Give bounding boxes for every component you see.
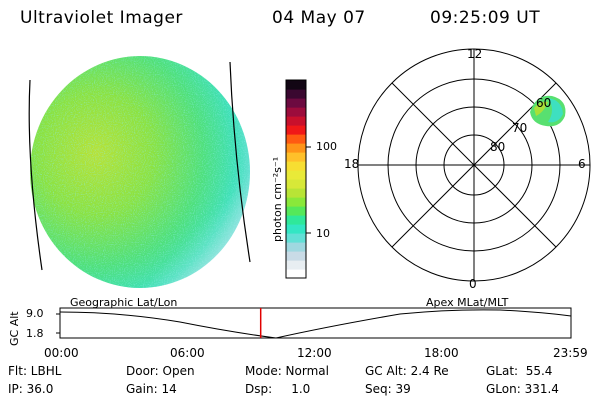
mlat-label-60: 60 xyxy=(536,96,552,110)
colorbar-segment xyxy=(286,134,306,144)
right-boundary-line xyxy=(229,61,251,263)
colorbar-segment xyxy=(286,197,306,207)
instrument-title: Ultraviolet Imager xyxy=(20,8,183,28)
colorbar-segment xyxy=(286,116,306,126)
date-label: 04 May 07 xyxy=(272,8,366,28)
colorbar-segment xyxy=(286,107,306,117)
color-scale-bar xyxy=(286,80,306,279)
status-glat: GLat: 55.4 xyxy=(486,364,553,378)
timeline-xtick-1800: 18:00 xyxy=(424,346,459,360)
colorbar-unit-label: photon cm⁻²s⁻¹ xyxy=(271,156,284,242)
colorbar-label-100: 100 xyxy=(316,140,337,153)
status-gcalt: GC Alt: 2.4 Re xyxy=(365,364,449,378)
colorbar-segment xyxy=(286,260,306,270)
timeline-left-label: Geographic Lat/Lon xyxy=(70,296,178,309)
colorbar-segment xyxy=(286,89,306,99)
status-ip: IP: 36.0 xyxy=(8,382,54,396)
colorbar-segment xyxy=(286,80,306,90)
colorbar-segment xyxy=(286,188,306,198)
left-boundary-line xyxy=(28,79,43,271)
colorbar-segment xyxy=(286,206,306,216)
timeline-ytick-label-9: 9.0 xyxy=(26,307,44,320)
mlat-label-70: 70 xyxy=(512,121,528,135)
colorbar-segment xyxy=(286,224,306,234)
colorbar-segment xyxy=(286,233,306,243)
colorbar-segment xyxy=(286,98,306,108)
colorbar-segment xyxy=(286,152,306,162)
mlat-label-80: 80 xyxy=(490,140,506,154)
mlt-label-12: 12 xyxy=(467,47,483,61)
colorbar-frame xyxy=(285,79,307,279)
timeline-xtick-1200: 12:00 xyxy=(297,346,332,360)
timeline-xtick-0600: 06:00 xyxy=(170,346,205,360)
status-flt: Flt: LBHL xyxy=(8,364,62,378)
timeline-right-label: Apex MLat/MLT xyxy=(426,296,509,309)
mlt-label-6: 6 xyxy=(578,157,586,171)
earth-disk-image xyxy=(28,56,251,288)
colorbar-segment xyxy=(286,143,306,153)
status-dsp: Dsp: 1.0 xyxy=(245,382,311,396)
colorbar-segment xyxy=(286,161,306,171)
colorbar-segment xyxy=(286,170,306,180)
colorbar-segment xyxy=(286,269,306,279)
timeline-ytick-label-1_8: 1.8 xyxy=(26,327,44,340)
polar-plot xyxy=(357,48,591,282)
status-mode: Mode: Normal xyxy=(245,364,329,378)
timeline-xtick-0000: 00:00 xyxy=(44,346,79,360)
colorbar-segment xyxy=(286,179,306,189)
status-door: Door: Open xyxy=(126,364,195,378)
time-label: 09:25:09 UT xyxy=(430,8,541,28)
polar-diagonal-2 xyxy=(391,82,557,248)
timeline-frame xyxy=(59,307,572,339)
status-seq: Seq: 39 xyxy=(365,382,411,396)
mlt-label-18: 18 xyxy=(344,157,360,171)
timeline-xtick-2359: 23:59 xyxy=(553,346,588,360)
colorbar-segment xyxy=(286,251,306,261)
status-glon: GLon: 331.4 xyxy=(486,382,559,396)
timeline-axis-label: GC Alt xyxy=(8,311,21,346)
colorbar-segment xyxy=(286,215,306,225)
colorbar-label-10: 10 xyxy=(316,227,330,240)
auroral-patch xyxy=(530,95,566,127)
colorbar-segment xyxy=(286,125,306,135)
altitude-curve xyxy=(59,309,572,339)
mlt-label-0: 0 xyxy=(469,277,477,291)
timeline-plot xyxy=(56,307,572,339)
status-gain: Gain: 14 xyxy=(126,382,177,396)
colorbar-segment xyxy=(286,242,306,252)
